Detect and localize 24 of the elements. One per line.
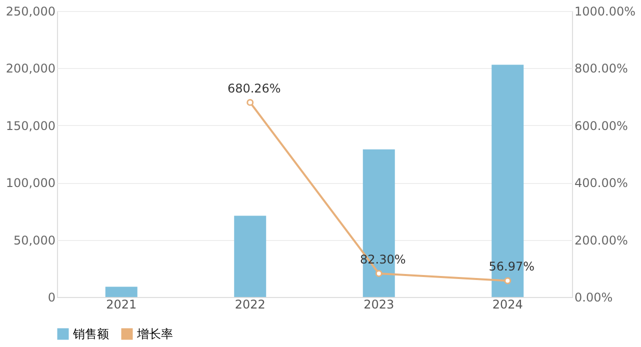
data-label: 680.26%	[227, 81, 281, 96]
point	[246, 98, 254, 106]
y-tick-label: 200,000	[6, 62, 56, 76]
legend-label: 销售额	[72, 327, 109, 341]
y-tick-label: 50,000	[14, 233, 56, 248]
x-tick-label: 2022	[234, 298, 266, 312]
bar	[105, 286, 138, 297]
y2-tick-label: 0.00%	[574, 290, 613, 304]
y2-tick-label: 800.00%	[574, 62, 628, 76]
y2-tick-label: 600.00%	[574, 118, 628, 133]
y-tick-label: 250,000	[6, 4, 56, 18]
y2-tick-label: 200.00%	[574, 233, 628, 248]
bar	[234, 216, 266, 297]
y-tick-label: 100,000	[6, 176, 56, 190]
x-tick-label: 2023	[364, 298, 394, 312]
x-tick-label: 2024	[492, 298, 523, 312]
y-tick-label: 150,000	[6, 118, 56, 133]
legend-label: 增长率	[136, 327, 173, 341]
point	[504, 277, 512, 284]
y-tick-label: 0	[48, 290, 56, 304]
y2-tick-label: 1000.00%	[574, 4, 636, 18]
point	[375, 270, 382, 277]
y2-tick-label: 400.00%	[574, 176, 628, 190]
x-tick-label: 2021	[106, 298, 137, 312]
